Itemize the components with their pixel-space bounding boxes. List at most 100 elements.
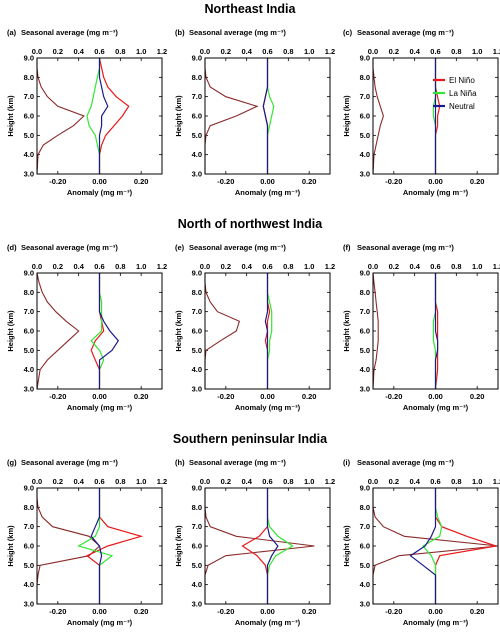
top-tick-label: 0.4: [241, 477, 252, 486]
y-tick-label: 3.0: [360, 600, 370, 609]
bottom-axis-label: Anomaly (mg m⁻³): [67, 403, 133, 412]
neutral-line: [266, 488, 279, 604]
top-tick-label: 0.6: [94, 47, 104, 56]
top-tick-label: 0.8: [115, 477, 125, 486]
row-title-southern-peninsular-india: Southern peninsular India: [173, 432, 328, 446]
chart-panel: (e) Seasonal average (mg m⁻³) 0.0 0.2 0.4 0.6…: [174, 243, 335, 412]
y-tick-label: 5.0: [360, 346, 370, 355]
chart-panel: (c) Seasonal average (mg m⁻³) 0.0 0.2 0.4 0.6…: [342, 28, 500, 197]
plot-frame: [204, 487, 331, 605]
top-tick-label: 0.6: [430, 47, 440, 56]
panel-label: (h): [175, 458, 185, 467]
bottom-tick-label: 0.00: [260, 177, 275, 186]
y-tick-label: 6.0: [192, 112, 202, 121]
top-axis-label: Seasonal average (mg m⁻³): [21, 28, 118, 37]
bottom-tick-label: -0.20: [49, 392, 66, 401]
y-tick-label: 4.0: [192, 150, 202, 159]
seasonal-average-line: [204, 273, 241, 389]
y-tick-label: 5.0: [24, 346, 34, 355]
bottom-tick-label: -0.20: [385, 177, 402, 186]
top-tick-label: 0.6: [94, 477, 104, 486]
top-tick-label: 1.0: [136, 477, 146, 486]
panel-label: (e): [175, 243, 185, 252]
y-tick-label: 9.0: [24, 484, 34, 493]
y-tick-label: 4.0: [360, 365, 370, 374]
bottom-axis-label: Anomaly (mg m⁻³): [235, 618, 301, 627]
y-tick-label: 5.0: [192, 561, 202, 570]
top-tick-label: 1.2: [157, 477, 167, 486]
top-tick-label: 0.0: [200, 477, 210, 486]
y-tick-label: 5.0: [24, 561, 34, 570]
top-tick-label: 1.0: [304, 262, 314, 271]
plot-frame: [204, 272, 331, 390]
bottom-tick-label: 0.20: [470, 607, 485, 616]
la-nina-line: [422, 488, 443, 604]
y-tick-label: 6.0: [24, 542, 34, 551]
top-tick-label: 0.6: [430, 477, 440, 486]
y-tick-label: 6.0: [24, 112, 34, 121]
plot-frame: [372, 487, 499, 605]
bottom-tick-label: -0.20: [217, 392, 234, 401]
neutral-line: [90, 488, 103, 604]
neutral-line: [98, 58, 109, 174]
top-tick-label: 1.2: [325, 477, 335, 486]
el-nino-line: [434, 58, 441, 174]
bottom-tick-label: 0.20: [134, 392, 149, 401]
panels: (a) Seasonal average (mg m⁻³) 0.0 0.2 0.4 0.6…: [6, 28, 500, 627]
y-tick-label: 5.0: [192, 346, 202, 355]
plot-frame: [372, 57, 499, 175]
top-tick-label: 0.4: [409, 262, 420, 271]
top-tick-label: 0.2: [389, 47, 399, 56]
y-tick-label: 9.0: [192, 484, 202, 493]
top-tick-label: 0.0: [200, 262, 210, 271]
panel-label: (b): [175, 28, 185, 37]
bottom-tick-label: -0.20: [385, 607, 402, 616]
y-tick-label: 8.0: [360, 73, 370, 82]
top-tick-label: 1.0: [136, 47, 146, 56]
top-axis-label: Seasonal average (mg m⁻³): [189, 28, 286, 37]
top-tick-label: 1.0: [472, 262, 482, 271]
top-tick-label: 0.0: [368, 262, 378, 271]
top-tick-label: 0.2: [53, 477, 63, 486]
top-tick-label: 0.8: [283, 47, 293, 56]
bottom-tick-label: 0.00: [428, 607, 443, 616]
top-tick-label: 0.4: [73, 262, 84, 271]
chart-panel: (d) Seasonal average (mg m⁻³) 0.0 0.2 0.4 0.6…: [6, 243, 167, 412]
top-tick-label: 1.2: [493, 47, 500, 56]
y-tick-label: 7.0: [360, 522, 370, 531]
legend-label-la-nina: La Niña: [449, 89, 477, 98]
y-axis-label: Height (km): [174, 310, 183, 352]
row-title-northeast-india: Northeast India: [205, 2, 297, 16]
top-tick-label: 1.2: [325, 262, 335, 271]
y-tick-label: 9.0: [360, 484, 370, 493]
top-tick-label: 0.2: [389, 477, 399, 486]
bottom-tick-label: 0.00: [92, 177, 107, 186]
la-nina-line: [266, 58, 275, 174]
la-nina-line: [86, 58, 101, 174]
top-tick-label: 0.2: [389, 262, 399, 271]
bottom-tick-label: -0.20: [217, 177, 234, 186]
la-nina-line: [266, 488, 294, 604]
top-axis-label: Seasonal average (mg m⁻³): [357, 458, 454, 467]
neutral-line: [98, 273, 120, 389]
y-tick-label: 6.0: [24, 327, 34, 336]
bottom-tick-label: -0.20: [49, 607, 66, 616]
y-tick-label: 3.0: [360, 385, 370, 394]
y-tick-label: 8.0: [360, 503, 370, 512]
y-tick-label: 7.0: [24, 522, 34, 531]
row-title-north-of-northwest-india: North of northwest India: [178, 217, 323, 231]
y-tick-label: 8.0: [24, 288, 34, 297]
top-tick-label: 0.6: [262, 47, 272, 56]
y-axis-label: Height (km): [174, 525, 183, 567]
y-tick-label: 6.0: [192, 327, 202, 336]
bottom-axis-label: Anomaly (mg m⁻³): [67, 618, 133, 627]
panel-label: (c): [343, 28, 353, 37]
plot-frame: [36, 272, 163, 390]
y-axis-label: Height (km): [6, 525, 15, 567]
panel-label: (f): [343, 243, 351, 252]
seasonal-average-line: [372, 272, 379, 390]
top-axis-label: Seasonal average (mg m⁻³): [357, 243, 454, 252]
top-tick-label: 0.8: [451, 47, 461, 56]
y-tick-label: 7.0: [192, 92, 202, 101]
bottom-tick-label: 0.00: [92, 607, 107, 616]
